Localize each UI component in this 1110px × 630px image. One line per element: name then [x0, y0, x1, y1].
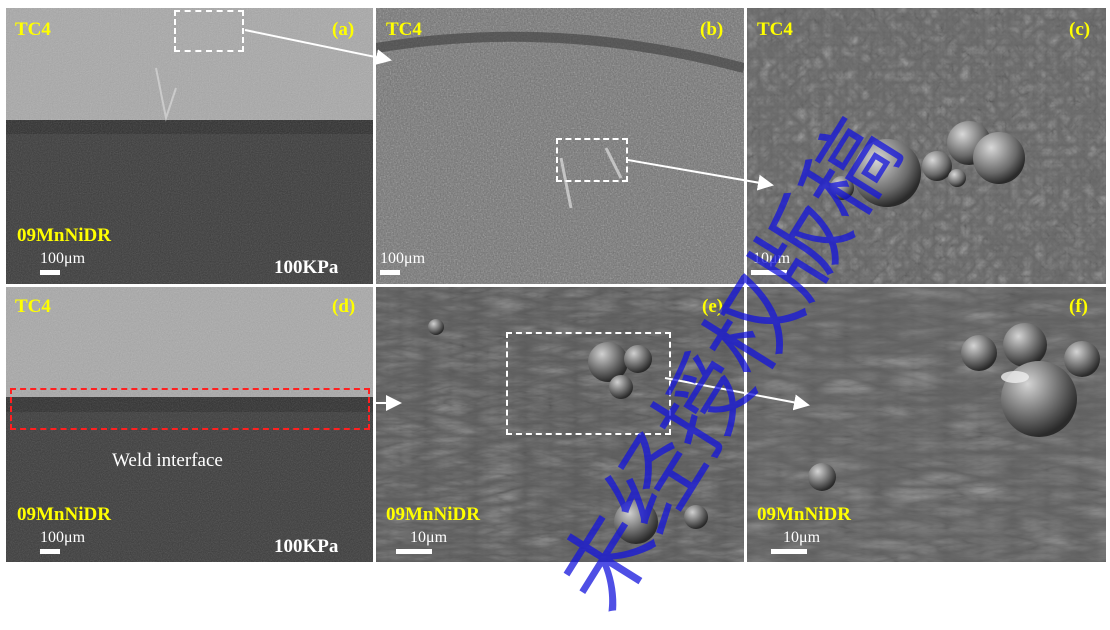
- material-top-label: TC4: [15, 296, 51, 317]
- weld-interface-label: Weld interface: [112, 450, 223, 471]
- scale-label: 100μm: [40, 250, 86, 267]
- scale-label: 100μm: [380, 250, 426, 267]
- material-top-label: TC4: [15, 19, 51, 40]
- panel-b: TC4 (b) 100μm: [376, 8, 744, 284]
- scale-label: 10μm: [410, 529, 448, 546]
- material-bottom-label: 09MnNiDR: [17, 225, 111, 246]
- sem-figure: TC4 (a) 09MnNiDR 100μm 100KPa TC4 (b) 10…: [6, 8, 1106, 562]
- panel-letter: (a): [332, 19, 355, 40]
- sem-image-c: [747, 8, 1106, 284]
- pressure-label: 100KPa: [274, 536, 339, 557]
- panel-letter: (c): [1069, 19, 1091, 40]
- scale-bar: [40, 549, 60, 554]
- scale-bar: [751, 270, 787, 275]
- scale-label: 10μm: [753, 250, 791, 267]
- scale-label: 10μm: [783, 529, 821, 546]
- panel-letter: (d): [332, 296, 356, 317]
- panel-d: TC4 (d) Weld interface 09MnNiDR 100μm 10…: [6, 287, 373, 562]
- panel-a: TC4 (a) 09MnNiDR 100μm 100KPa: [6, 8, 373, 284]
- scale-bar: [771, 549, 807, 554]
- panel-e: (e) 09MnNiDR 10μm: [376, 287, 744, 562]
- material-top-label: TC4: [757, 19, 793, 40]
- material-bottom-label: 09MnNiDR: [386, 504, 480, 525]
- panel-letter: (b): [700, 19, 724, 40]
- sem-image-f: [747, 287, 1106, 562]
- scale-bar: [40, 270, 60, 275]
- panel-f: (f) 09MnNiDR 10μm: [747, 287, 1106, 562]
- material-bottom-label: 09MnNiDR: [17, 504, 111, 525]
- zoom-region-box-a: [174, 10, 244, 52]
- panel-c: TC4 (c) 10μm: [747, 8, 1106, 284]
- pressure-label: 100KPa: [274, 257, 339, 278]
- weld-interface-box: [10, 388, 370, 430]
- scale-bar: [396, 549, 432, 554]
- material-bottom-label: 09MnNiDR: [757, 504, 851, 525]
- sem-image-d: [6, 287, 373, 562]
- panel-letter: (f): [1069, 296, 1088, 317]
- sem-image-b: [376, 8, 744, 284]
- zoom-region-box-b: [556, 138, 628, 182]
- panel-letter: (e): [702, 296, 724, 317]
- material-top-label: TC4: [386, 19, 422, 40]
- scale-bar: [380, 270, 400, 275]
- scale-label: 100μm: [40, 529, 86, 546]
- sem-image-a: [6, 8, 373, 284]
